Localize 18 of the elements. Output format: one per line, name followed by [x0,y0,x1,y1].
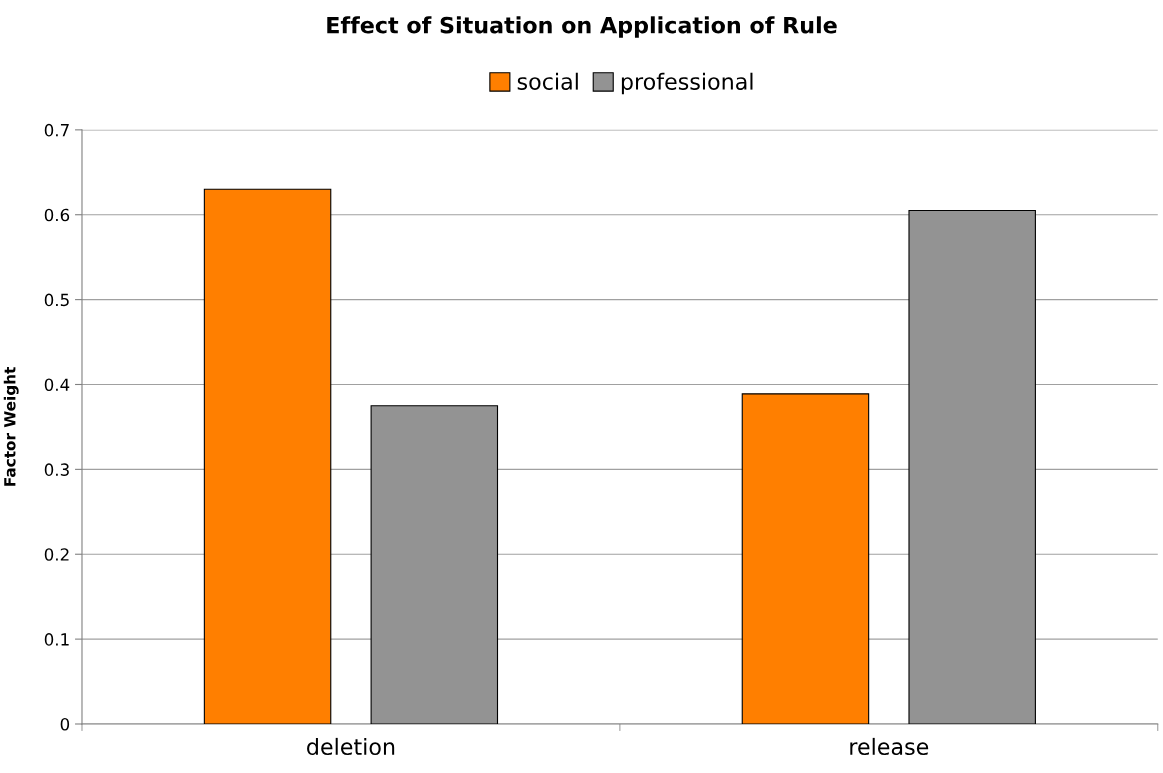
y-tick-label: 0 [60,717,70,731]
legend-label: social [517,72,578,90]
x-tick-label: deletion [307,737,395,756]
bar [908,209,1036,724]
bar [203,188,332,724]
y-tick-label: 0.1 [44,633,69,646]
y-axis-title: Factor Weight [3,366,19,486]
chart-title: Effect of Situation on Application of Rule [327,16,837,38]
y-tick-label: 0.3 [44,463,69,476]
x-tick-label: release [850,737,929,756]
bar [741,393,870,724]
y-tick-label: 0.4 [44,378,70,392]
legend-label: professional [621,72,753,95]
bar [370,405,499,724]
y-tick-label: 0.7 [44,123,69,137]
y-tick-label: 0.2 [44,548,69,561]
y-tick-label: 0.6 [44,208,70,222]
y-tick-label: 0.5 [44,293,69,307]
